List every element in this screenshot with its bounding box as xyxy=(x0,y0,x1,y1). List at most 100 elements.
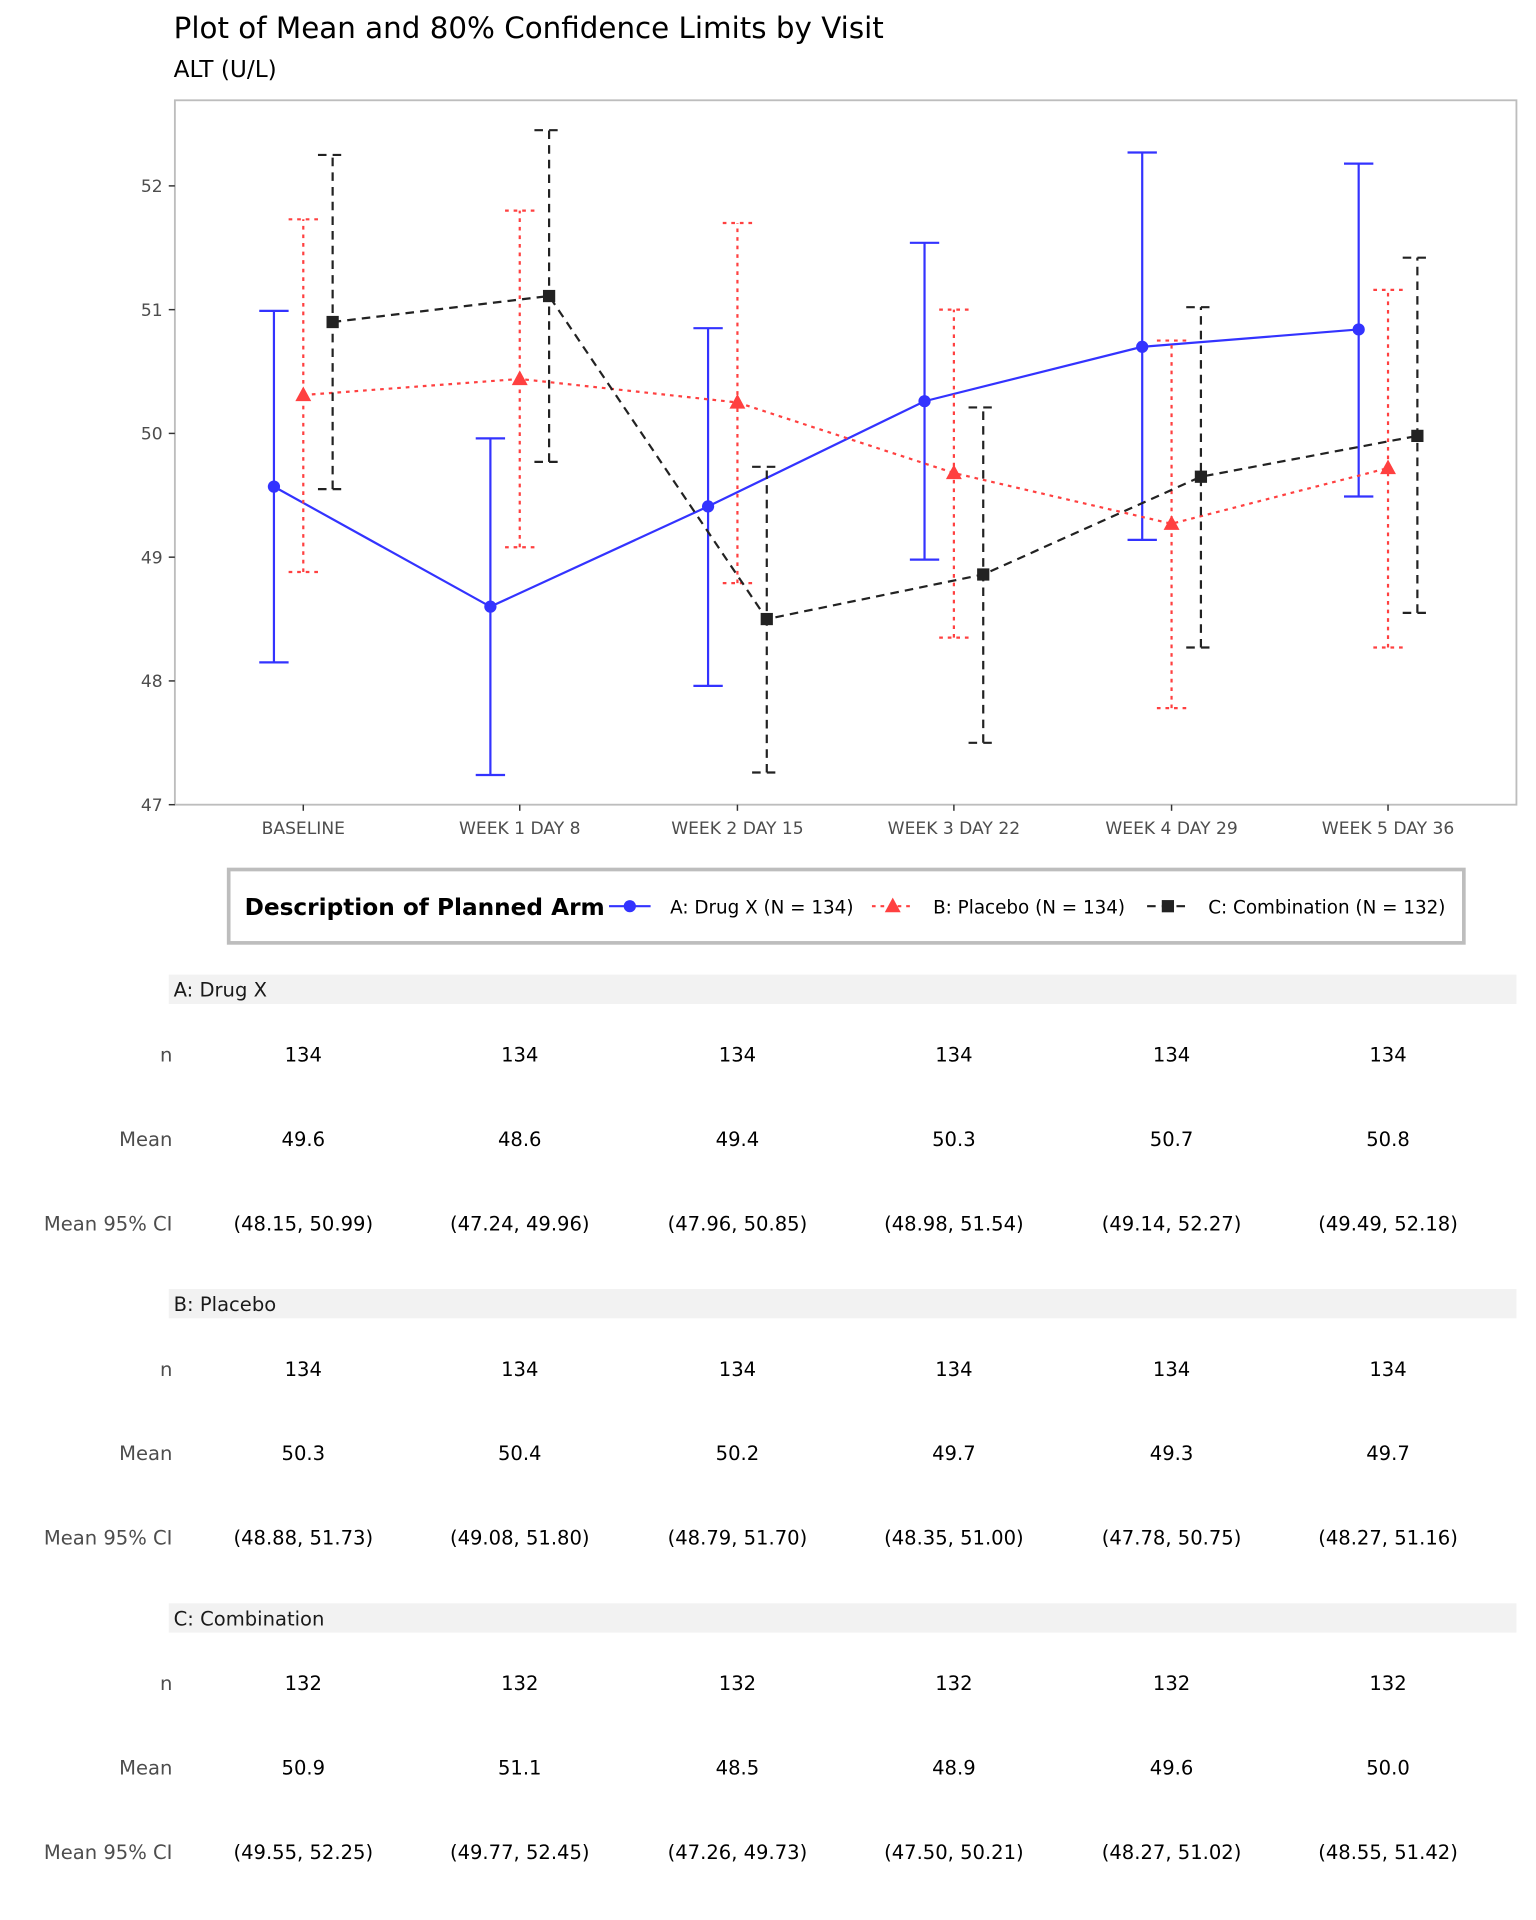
data-point xyxy=(542,289,556,303)
table-group: B: Placebo n 134 134 134 134 134 134 Mean 50.3 50.… xyxy=(44,1288,1517,1550)
group-header-band xyxy=(168,1288,1517,1319)
table-cell: 134 xyxy=(1369,1044,1406,1067)
plot-panel xyxy=(173,99,1518,806)
table-cell: 134 xyxy=(285,1358,322,1381)
table-cell: 132 xyxy=(1153,1672,1190,1695)
legend: A: Drug X (N = 134) B: Placebo (N = 134) C… xyxy=(609,898,1445,919)
table-cell: 49.4 xyxy=(716,1128,760,1151)
group-header: B: Placebo xyxy=(174,1293,277,1316)
table-cell: 134 xyxy=(719,1044,756,1067)
table-row: Mean 50.9 51.1 48.5 48.9 49.6 50.0 xyxy=(119,1756,1410,1779)
table-cell: 48.6 xyxy=(498,1128,542,1151)
y-tick-label: 51 xyxy=(141,301,163,321)
series-line xyxy=(273,328,1359,608)
table-cell: (49.08, 51.80) xyxy=(450,1527,590,1550)
chart-subtitle: ALT (U/L) xyxy=(174,56,277,83)
table-row: n 132 132 132 132 132 132 xyxy=(160,1672,1407,1695)
table-cell: 134 xyxy=(501,1044,538,1067)
data-point xyxy=(267,480,281,493)
row-label: Mean 95% CI xyxy=(44,1212,173,1235)
x-tick-label: WEEK 2 DAY 15 xyxy=(671,819,803,839)
group-header: C: Combination xyxy=(174,1607,325,1630)
table-row: Mean 95% CI (48.15, 50.99) (47.24, 49.96) (… xyxy=(44,1212,1458,1235)
table-cell: (49.49, 52.18) xyxy=(1318,1212,1458,1235)
data-point xyxy=(511,370,528,386)
row-label: Mean 95% CI xyxy=(44,1527,173,1550)
data-point xyxy=(977,568,990,581)
table-cell: 48.9 xyxy=(932,1756,976,1779)
legend-label: C: Combination (N = 132) xyxy=(1208,898,1445,919)
row-label: n xyxy=(160,1672,172,1695)
row-label: Mean xyxy=(119,1756,172,1779)
table-cell: 134 xyxy=(1369,1358,1406,1381)
table-row: Mean 49.6 48.6 49.4 50.3 50.7 50.8 xyxy=(119,1128,1410,1151)
x-tick-label: WEEK 1 DAY 8 xyxy=(459,819,581,839)
table-cell: 134 xyxy=(935,1358,972,1381)
table-cell: 48.5 xyxy=(716,1756,760,1779)
table-cell: 49.6 xyxy=(1150,1756,1194,1779)
series-combination xyxy=(317,129,1433,774)
legend-key-circle-icon xyxy=(623,900,636,913)
legend-item: B: Placebo (N = 134) xyxy=(871,898,1125,919)
table-cell: (48.27, 51.16) xyxy=(1318,1527,1458,1550)
group-header-band xyxy=(168,1603,1517,1633)
y-tick-label: 52 xyxy=(141,177,163,197)
table-cell: 50.2 xyxy=(716,1442,760,1465)
group-header-band xyxy=(168,974,1517,1005)
summary-table: A: Drug X n 134 134 134 134 134 134 Mean 49.6 48.6… xyxy=(44,974,1517,1864)
table-cell: 132 xyxy=(285,1672,322,1695)
data-point xyxy=(1136,340,1149,353)
table-cell: (48.15, 50.99) xyxy=(233,1212,373,1235)
table-cell: (48.55, 51.42) xyxy=(1318,1841,1458,1864)
table-cell: (47.78, 50.75) xyxy=(1102,1527,1242,1550)
table-cell: 134 xyxy=(501,1358,538,1381)
table-cell: 49.7 xyxy=(1366,1442,1410,1465)
table-cell: 50.4 xyxy=(498,1442,542,1465)
table-cell: 134 xyxy=(719,1358,756,1381)
data-point xyxy=(1194,470,1208,483)
table-group: A: Drug X n 134 134 134 134 134 134 Mean 49.6 48.6… xyxy=(44,974,1517,1235)
data-point xyxy=(295,386,312,402)
table-cell: (49.77, 52.45) xyxy=(450,1841,590,1864)
table-cell: (48.88, 51.73) xyxy=(233,1527,373,1550)
axes: 47 48 49 50 51 52 BASELINE WEEK 1 DAY 8 WEEK 2 D… xyxy=(141,177,1454,839)
data-point xyxy=(484,600,497,613)
data-point xyxy=(945,464,962,480)
table-cell: 50.3 xyxy=(282,1442,326,1465)
data-point xyxy=(1380,459,1396,475)
data-point xyxy=(1352,323,1365,336)
table-cell: 50.3 xyxy=(932,1128,976,1151)
data-point xyxy=(729,393,746,409)
table-cell: 132 xyxy=(1369,1672,1406,1695)
table-cell: 134 xyxy=(1153,1358,1190,1381)
table-cell: 132 xyxy=(719,1672,756,1695)
table-cell: (48.35, 51.00) xyxy=(884,1527,1024,1550)
row-label: Mean xyxy=(119,1128,172,1151)
table-row: Mean 95% CI (48.88, 51.73) (49.08, 51.80) (… xyxy=(44,1527,1458,1550)
row-label: n xyxy=(160,1044,172,1067)
table-cell: (49.14, 52.27) xyxy=(1102,1212,1242,1235)
table-row: Mean 95% CI (49.55, 52.25) (49.77, 52.45) (… xyxy=(44,1841,1458,1864)
series-placebo xyxy=(288,209,1403,710)
data-point xyxy=(326,315,339,329)
legend-key-square-icon xyxy=(1161,900,1175,913)
legend-label: A: Drug X (N = 134) xyxy=(670,898,853,919)
table-cell: 50.8 xyxy=(1366,1128,1410,1151)
data-point xyxy=(1411,429,1424,442)
legend-label: B: Placebo (N = 134) xyxy=(933,898,1125,919)
legend-item: A: Drug X (N = 134) xyxy=(609,898,853,919)
x-tick-label: BASELINE xyxy=(262,819,345,839)
x-tick-label: WEEK 5 DAY 36 xyxy=(1322,819,1454,839)
table-row: n 134 134 134 134 134 134 xyxy=(160,1358,1407,1381)
table-cell: 132 xyxy=(501,1672,538,1695)
y-tick-label: 49 xyxy=(141,548,163,568)
table-group: C: Combination n 132 132 132 132 132 132 Mean 50.… xyxy=(44,1603,1517,1864)
data-point xyxy=(760,612,773,626)
table-cell: 49.7 xyxy=(932,1442,976,1465)
row-label: Mean xyxy=(119,1442,172,1465)
table-cell: 134 xyxy=(935,1044,972,1067)
legend-item: C: Combination (N = 132) xyxy=(1147,898,1445,919)
y-tick-label: 47 xyxy=(141,796,163,816)
table-cell: (47.24, 49.96) xyxy=(450,1212,590,1235)
